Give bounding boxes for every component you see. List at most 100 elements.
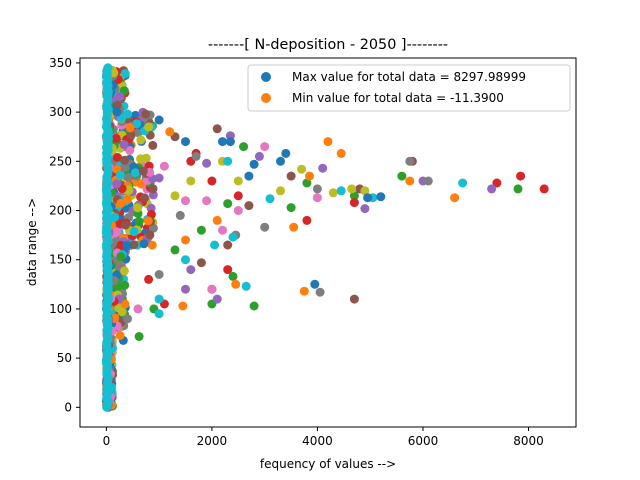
data-point — [260, 142, 270, 152]
plot-area — [101, 63, 549, 412]
data-point — [315, 287, 325, 297]
data-point — [119, 140, 129, 150]
data-point — [328, 188, 338, 198]
data-point — [175, 210, 185, 220]
data-point — [181, 196, 190, 206]
data-point — [310, 279, 320, 289]
data-point — [516, 171, 526, 181]
data-point — [212, 294, 222, 304]
data-point — [347, 184, 357, 194]
data-point — [123, 109, 133, 119]
data-point — [207, 176, 217, 186]
data-point — [165, 127, 175, 137]
data-point — [181, 255, 190, 265]
data-point — [286, 171, 296, 181]
data-point — [244, 201, 254, 211]
data-point — [112, 153, 122, 162]
data-point — [423, 176, 433, 186]
data-point — [202, 158, 212, 168]
data-point — [241, 281, 251, 291]
data-point — [125, 146, 135, 155]
data-point — [154, 270, 164, 279]
data-point — [120, 69, 130, 79]
data-point — [244, 171, 254, 181]
data-point — [223, 265, 233, 275]
data-point — [120, 220, 130, 230]
data-point — [136, 135, 146, 145]
data-point — [159, 161, 169, 171]
data-point — [147, 240, 157, 250]
data-point — [133, 203, 143, 213]
y-axis: 0 50 100 150 200 250 300 350 — [49, 56, 80, 414]
data-point — [110, 212, 120, 222]
data-point — [405, 156, 415, 166]
data-point — [154, 309, 164, 319]
data-point — [207, 284, 217, 294]
data-point — [225, 137, 235, 147]
data-point — [138, 166, 148, 176]
data-point — [144, 274, 154, 284]
data-point — [120, 280, 130, 290]
data-point — [143, 216, 153, 226]
data-point — [148, 140, 158, 150]
plot-frame — [79, 57, 577, 428]
data-point — [231, 279, 241, 289]
data-point — [120, 155, 130, 165]
data-point — [312, 184, 322, 194]
legend-label-max: Max value for total data = 8297.98999 — [292, 70, 526, 84]
data-point — [218, 225, 227, 235]
data-point — [196, 258, 206, 268]
legend: Max value for total data = 8297.98999 Mi… — [247, 64, 571, 112]
data-point — [349, 198, 359, 208]
data-point — [233, 206, 243, 215]
y-tick-label: 250 — [49, 154, 72, 168]
data-point — [154, 173, 164, 183]
data-point — [115, 170, 125, 180]
data-point — [212, 124, 222, 134]
data-point — [117, 307, 127, 317]
data-point — [492, 178, 502, 188]
data-point — [115, 92, 125, 102]
data-point — [154, 294, 164, 304]
data-point — [228, 271, 238, 281]
data-point — [265, 194, 275, 204]
data-point — [210, 240, 220, 250]
x-tick-label: 6000 — [408, 434, 439, 448]
chart-title: -------[ N-deposition - 2050 ]-------- — [208, 37, 448, 53]
data-point — [136, 154, 146, 164]
data-point — [126, 130, 136, 140]
data-point — [360, 186, 370, 196]
data-point — [360, 204, 370, 214]
data-point — [450, 193, 460, 203]
data-point — [212, 215, 222, 225]
data-point — [276, 156, 285, 166]
legend-box — [247, 64, 571, 112]
legend-label-min: Min value for total data = -11.3900 — [292, 91, 504, 105]
data-point — [336, 186, 346, 196]
data-point — [254, 151, 264, 161]
data-point — [170, 245, 180, 255]
data-point — [349, 191, 359, 201]
x-tick-label: 2000 — [197, 434, 228, 448]
data-point — [141, 109, 151, 119]
data-point — [202, 196, 212, 206]
data-point — [129, 227, 139, 237]
data-point — [223, 240, 233, 250]
data-point — [111, 133, 121, 143]
data-point — [539, 184, 549, 194]
data-point — [181, 137, 190, 147]
data-point — [145, 230, 155, 240]
data-point — [132, 119, 142, 129]
x-axis: 0 2000 4000 6000 8000 — [103, 427, 544, 448]
data-point — [405, 176, 415, 186]
data-point — [140, 193, 150, 203]
data-point — [191, 151, 201, 161]
data-point — [112, 179, 122, 189]
data-point — [116, 252, 126, 262]
data-point — [196, 225, 206, 235]
data-point — [233, 176, 243, 186]
y-tick-label: 50 — [57, 351, 72, 365]
data-point — [336, 148, 346, 158]
data-point — [276, 186, 285, 196]
data-point — [260, 222, 270, 232]
